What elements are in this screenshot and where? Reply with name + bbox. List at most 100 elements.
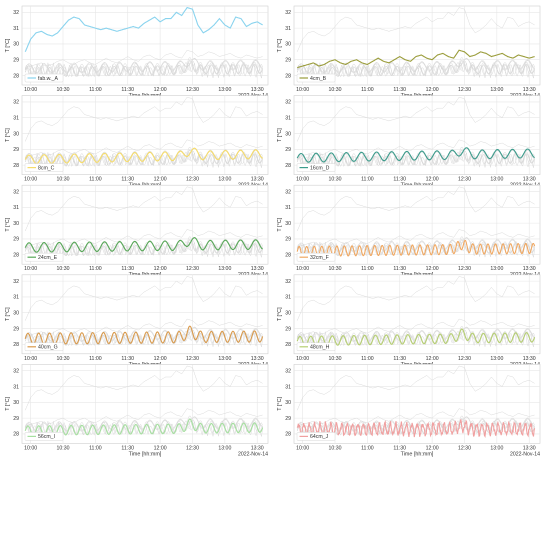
y-tick-label: 31 [13,26,19,32]
y-tick-label: 32 [13,279,19,285]
y-tick-label: 28 [13,253,19,259]
x-tick-label: 10:00 [296,177,309,183]
x-tick-label: 11:00 [89,445,102,451]
x-tick-label: 13:30 [251,445,264,451]
x-tick-label: 11:30 [121,445,134,451]
y-tick-label: 30 [13,221,19,227]
panel-32cm_F: 28 29 30 31 32 10:00 10:30 11:00 11:30 12:00 12:30… [277,184,541,278]
background-series-line [297,229,535,248]
background-series-line [25,318,263,337]
x-tick-label: 12:00 [426,445,439,451]
y-tick-label: 28 [285,432,291,438]
x-tick-label: 11:00 [361,177,374,183]
background-series-line [296,7,535,52]
x-tick-label: 10:00 [24,87,37,93]
x-tick-label: 12:00 [426,87,439,93]
y-tick-label: 32 [285,10,291,16]
y-tick-label: 30 [285,400,291,406]
background-series-line [296,61,535,79]
series-line-32cm_F [296,239,536,257]
x-tick-label: 10:00 [24,266,37,272]
y-tick-label: 28 [285,163,291,169]
background-series-line [296,60,535,78]
y-tick-label: 32 [285,369,291,375]
y-tick-label: 30 [13,131,19,137]
x-tick-label: 13:30 [523,266,536,272]
x-tick-label: 11:30 [393,266,406,272]
series-line-16cm_D [296,147,535,163]
y-tick-label: 30 [13,400,19,406]
panel-24cm_E: 28 29 30 31 32 10:00 10:30 11:00 11:30 12:00 12:30… [5,184,269,278]
y-axis-label: T [°C] [277,217,283,231]
x-tick-label: 12:00 [154,177,167,183]
series-line-8cm_C [24,147,263,165]
legend-label: 8cm_C [38,165,55,171]
legend-label: 48cm_H [310,345,330,351]
y-tick-label: 28 [13,163,19,169]
plot-area [293,5,541,86]
y-tick-label: 29 [13,416,19,422]
x-axis-label: Time [hh:mm] [129,451,162,457]
legend-label: 40cm_G [38,345,58,351]
background-series-line [24,61,263,79]
x-tick-label: 13:00 [490,87,503,93]
x-tick-label: 10:30 [329,266,342,272]
x-tick-label: 13:00 [490,356,503,362]
background-series-line [297,408,535,427]
background-series-line [25,229,263,248]
panel-40cm_G: 28 29 30 31 32 10:00 10:30 11:00 11:30 12:00 12:30… [5,274,269,368]
legend-label: 4cm_B [310,76,327,82]
plot-area [21,95,269,175]
legend-box [296,163,336,172]
x-tick-label: 13:30 [523,445,536,451]
y-axis-label: T [°C] [5,217,11,231]
y-tick-label: 30 [285,221,291,227]
background-series-line [296,276,535,321]
y-axis-label: T [°C] [5,38,11,52]
legend-label: 56cm_I [38,434,55,440]
plot-area [293,364,541,444]
y-axis-label: T [°C] [277,38,283,52]
x-tick-label: 12:00 [426,356,439,362]
legend-box [24,342,64,352]
x-tick-label: 11:00 [89,266,102,272]
x-tick-label: 12:00 [426,266,439,272]
plot-area [21,184,269,265]
x-tick-label: 10:00 [296,266,309,272]
x-tick-label: 10:30 [57,356,70,362]
x-tick-label: 12:30 [458,356,471,362]
y-tick-label: 28 [13,342,19,348]
series-line-24cm_E [24,237,263,253]
x-tick-label: 10:00 [296,87,309,93]
x-tick-label: 11:30 [393,445,406,451]
y-tick-label: 29 [285,416,291,422]
y-tick-label: 32 [13,369,19,375]
x-tick-label: 11:00 [361,87,374,93]
x-tick-label: 11:30 [121,356,134,362]
y-axis-label: T [°C] [5,397,11,411]
y-tick-label: 28 [285,73,291,79]
y-tick-label: 30 [285,131,291,137]
x-tick-label: 12:30 [458,87,471,93]
x-tick-label: 11:00 [89,87,102,93]
x-tick-label: 10:30 [57,87,70,93]
x-tick-label: 11:00 [361,266,374,272]
x-tick-label: 12:30 [186,356,199,362]
background-series-line [24,96,263,142]
y-tick-label: 29 [285,58,291,64]
background-series-line [24,60,263,78]
y-tick-label: 31 [13,295,19,301]
plot-area [293,274,541,355]
background-series-line [24,329,263,346]
x-tick-label: 13:00 [490,445,503,451]
background-series-line [296,365,535,411]
x-tick-label: 10:00 [24,356,37,362]
x-tick-label: 11:30 [121,266,134,272]
x-tick-label: 11:30 [121,177,134,183]
background-series-line [24,186,263,232]
background-series-line [297,139,535,158]
legend-box [24,73,64,83]
y-axis-label: T [°C] [277,397,283,411]
background-series-line [25,139,263,158]
